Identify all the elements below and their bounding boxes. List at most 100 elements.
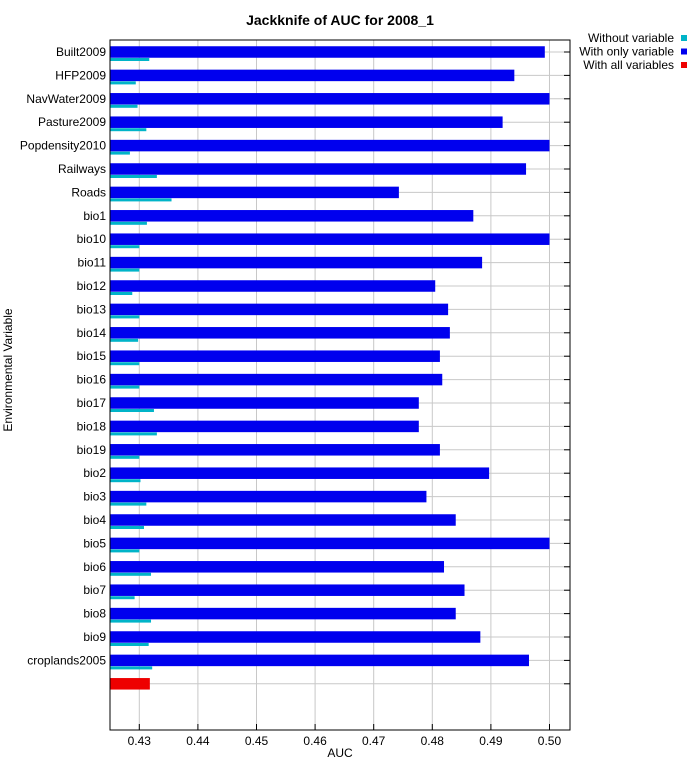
bar-without-variable — [110, 455, 140, 459]
y-tick-label: bio13 — [77, 302, 107, 316]
bar-without-variable — [110, 643, 149, 646]
bar-with-only-variable — [110, 46, 545, 58]
chart-title: Jackknife of AUC for 2008_1 — [246, 12, 434, 28]
bar-with-only-variable — [110, 256, 483, 269]
bar-with-only-variable — [110, 116, 503, 128]
bar-without-variable — [110, 526, 144, 529]
y-tick-label: bio17 — [77, 396, 107, 410]
bar-with-only-variable — [110, 69, 515, 82]
x-axis-title: AUC — [327, 746, 353, 760]
bar-with-only-variable — [110, 93, 550, 105]
bar-with-only-variable — [110, 514, 456, 526]
y-tick-label: bio10 — [77, 232, 107, 246]
y-tick-label: bio14 — [77, 326, 107, 340]
y-axis-title: Environmental Variable — [1, 308, 15, 432]
x-tick-label: 0.49 — [479, 734, 503, 748]
bar-with-only-variable — [110, 373, 443, 386]
bar-without-variable — [110, 58, 150, 61]
bar-with-only-variable — [110, 163, 527, 175]
y-tick-label: bio3 — [83, 490, 106, 504]
bar-without-variable — [110, 245, 140, 249]
bar-without-variable — [110, 409, 154, 412]
y-tick-label: bio4 — [83, 513, 106, 527]
bar-with-only-variable — [110, 561, 445, 573]
y-tick-label: bio1 — [83, 209, 106, 223]
bar-without-variable — [110, 502, 147, 506]
bar-with-only-variable — [110, 397, 419, 409]
bar-without-variable — [110, 151, 130, 155]
x-tick-label: 0.46 — [303, 734, 327, 748]
bar-without-variable — [110, 549, 140, 553]
y-tick-label: bio5 — [83, 536, 106, 550]
bar-without-variable — [110, 81, 136, 85]
bar-without-variable — [110, 268, 140, 272]
bar-with-only-variable — [110, 420, 419, 433]
legend-swatch — [681, 62, 687, 68]
legend-label: With all variables — [583, 58, 674, 72]
bar-without-variable — [110, 596, 135, 600]
bars — [110, 46, 550, 690]
bar-with-only-variable — [110, 537, 550, 550]
bar-without-variable — [110, 385, 140, 389]
bar-without-variable — [110, 292, 133, 295]
y-tick-label: bio15 — [77, 349, 107, 363]
bar-with-only-variable — [110, 210, 474, 222]
y-tick-label: HFP2009 — [55, 68, 106, 82]
y-tick-label: bio6 — [83, 560, 106, 574]
axis-ticks: 0.43 0.44 0.45 0.46 0.47 0.48 0.49 0.50 Built200… — [20, 45, 570, 748]
bar-with-only-variable — [110, 280, 436, 292]
y-tick-label: bio7 — [83, 583, 106, 597]
bar-with-all-variables — [110, 678, 150, 690]
y-tick-label: Roads — [71, 185, 106, 199]
bar-without-variable — [110, 572, 152, 576]
bar-without-variable — [110, 221, 147, 225]
bar-without-variable — [110, 198, 172, 202]
bar-with-only-variable — [110, 139, 550, 152]
x-tick-label: 0.43 — [128, 734, 152, 748]
y-tick-label: bio18 — [77, 419, 107, 433]
bar-with-only-variable — [110, 233, 550, 245]
bar-with-only-variable — [110, 327, 450, 339]
x-tick-label: 0.48 — [421, 734, 445, 748]
y-tick-label: Railways — [58, 162, 106, 176]
y-tick-label: bio12 — [77, 279, 107, 293]
legend-swatch — [681, 48, 687, 55]
y-tick-label: bio11 — [78, 256, 107, 270]
x-tick-label: 0.45 — [245, 734, 269, 748]
bar-with-only-variable — [110, 303, 449, 316]
bar-without-variable — [110, 315, 140, 319]
x-tick-label: 0.47 — [362, 734, 386, 748]
y-tick-label: Pasture2009 — [38, 115, 106, 129]
y-tick-label: NavWater2009 — [26, 92, 106, 106]
y-tick-label: Built2009 — [56, 45, 106, 59]
bar-with-only-variable — [110, 467, 490, 479]
bar-without-variable — [110, 338, 139, 342]
bar-with-only-variable — [110, 631, 481, 643]
y-tick-label: bio8 — [83, 607, 106, 621]
y-tick-label: bio9 — [83, 630, 106, 644]
legend-swatch — [681, 35, 687, 41]
x-tick-label: 0.44 — [186, 734, 210, 748]
bar-without-variable — [110, 619, 152, 623]
y-tick-label: croplands2005 — [27, 653, 106, 667]
legend-label: With only variable — [579, 45, 674, 59]
bar-without-variable — [110, 479, 141, 483]
y-tick-label: bio16 — [77, 373, 107, 387]
bar-with-only-variable — [110, 584, 465, 596]
legend-label: Without variable — [588, 31, 674, 45]
bar-with-only-variable — [110, 654, 529, 667]
bar-with-only-variable — [110, 350, 440, 362]
y-tick-label: Popdensity2010 — [20, 139, 106, 153]
bar-without-variable — [110, 432, 157, 436]
bar-without-variable — [110, 175, 157, 178]
bar-with-only-variable — [110, 490, 427, 503]
bar-with-only-variable — [110, 444, 440, 456]
bar-without-variable — [110, 128, 147, 132]
y-tick-label: bio2 — [83, 466, 106, 480]
bar-with-only-variable — [110, 607, 456, 620]
x-tick-label: 0.50 — [538, 734, 562, 748]
bar-without-variable — [110, 666, 153, 670]
y-tick-label: bio19 — [77, 443, 107, 457]
